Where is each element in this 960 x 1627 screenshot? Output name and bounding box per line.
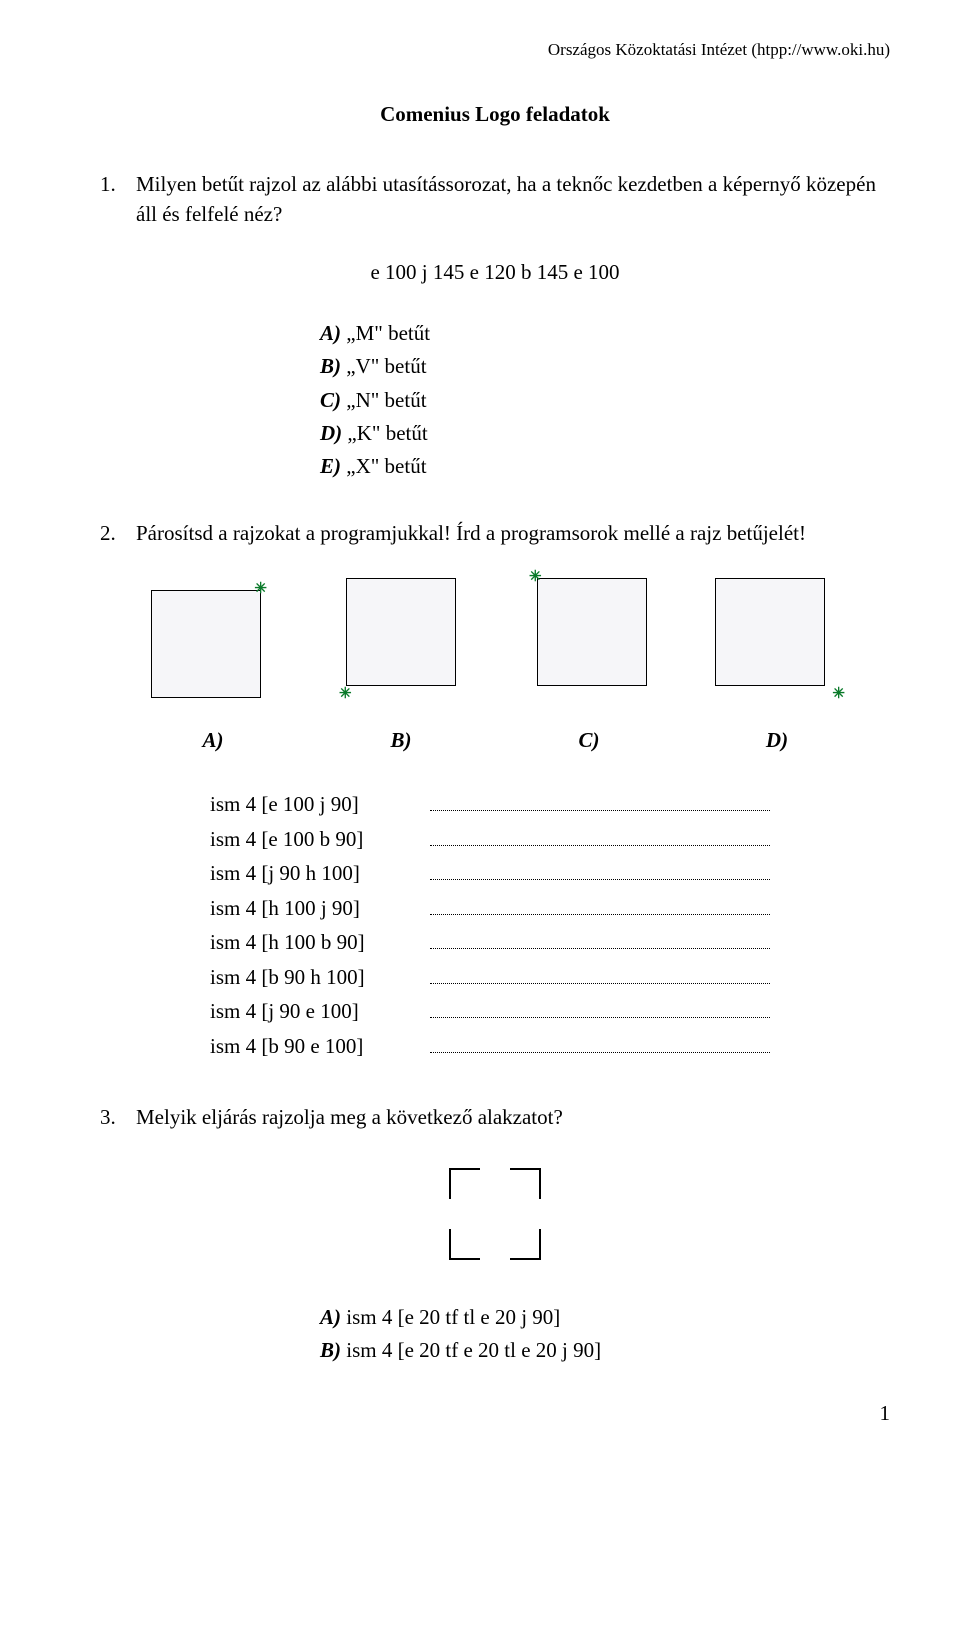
turtle-icon: ✳ bbox=[339, 687, 352, 702]
dotted-line bbox=[430, 827, 770, 846]
turtle-icon: ✳ bbox=[529, 570, 542, 585]
square-labels-row: A) B) C) D) bbox=[100, 728, 890, 753]
prog-text: ism 4 [b 90 h 100] bbox=[210, 962, 430, 994]
list-item: ism 4 [e 100 j 90] bbox=[210, 789, 890, 821]
opt-a-text: ism 4 [e 20 tf tl e 20 j 90] bbox=[346, 1305, 560, 1329]
header-source: Országos Közoktatási Intézet (htpp://www… bbox=[100, 40, 890, 60]
page: Országos Közoktatási Intézet (htpp://www… bbox=[0, 0, 960, 1466]
turtle-icon: ✳ bbox=[832, 687, 845, 702]
label-b: B) bbox=[320, 1338, 341, 1362]
label-d: D) bbox=[715, 728, 839, 753]
opt-b-text: ism 4 [e 20 tf e 20 tl e 20 j 90] bbox=[346, 1338, 601, 1362]
label-c: C) bbox=[320, 388, 341, 412]
label-a: A) bbox=[151, 728, 275, 753]
q2-number: 2. bbox=[100, 518, 136, 548]
opt-b-text: „V" betűt bbox=[346, 354, 426, 378]
q3-options: A) ism 4 [e 20 tf tl e 20 j 90] B) ism 4… bbox=[320, 1303, 890, 1366]
dotted-line bbox=[430, 896, 770, 915]
list-item: ism 4 [b 90 e 100] bbox=[210, 1031, 890, 1063]
square-d: ✳ bbox=[715, 578, 839, 708]
prog-text: ism 4 [j 90 e 100] bbox=[210, 996, 430, 1028]
prog-text: ism 4 [e 100 b 90] bbox=[210, 824, 430, 856]
list-item: ism 4 [b 90 h 100] bbox=[210, 962, 890, 994]
opt-a-text: „M" betűt bbox=[346, 321, 430, 345]
q1-number: 1. bbox=[100, 169, 136, 230]
prog-text: ism 4 [b 90 e 100] bbox=[210, 1031, 430, 1063]
question-3: 3. Melyik eljárás rajzolja meg a követke… bbox=[100, 1102, 890, 1132]
square-d-box bbox=[715, 578, 825, 686]
q1-text: Milyen betűt rajzol az alábbi utasításso… bbox=[136, 169, 890, 230]
list-item: ism 4 [h 100 j 90] bbox=[210, 893, 890, 925]
square-a-box bbox=[151, 590, 261, 698]
dotted-line bbox=[430, 861, 770, 880]
prog-text: ism 4 [h 100 b 90] bbox=[210, 927, 430, 959]
dotted-line bbox=[430, 965, 770, 984]
label-b: B) bbox=[320, 354, 341, 378]
q3-shape-svg bbox=[446, 1165, 544, 1263]
square-b: ✳ bbox=[339, 578, 463, 708]
dotted-line bbox=[430, 930, 770, 949]
opt-d-text: „K" betűt bbox=[347, 421, 427, 445]
q1-option-c: C) „N" betűt bbox=[320, 386, 890, 415]
page-title: Comenius Logo feladatok bbox=[100, 102, 890, 127]
prog-text: ism 4 [e 100 j 90] bbox=[210, 789, 430, 821]
label-e: E) bbox=[320, 454, 341, 478]
q3-option-b: B) ism 4 [e 20 tf e 20 tl e 20 j 90] bbox=[320, 1336, 890, 1365]
opt-e-text: „X" betűt bbox=[346, 454, 426, 478]
label-d: D) bbox=[320, 421, 342, 445]
squares-row: ✳ ✳ ✳ ✳ bbox=[100, 578, 890, 708]
dotted-line bbox=[430, 999, 770, 1018]
question-1: 1. Milyen betűt rajzol az alábbi utasítá… bbox=[100, 169, 890, 230]
dotted-line bbox=[430, 792, 770, 811]
q3-shape-container bbox=[100, 1165, 890, 1263]
opt-c-text: „N" betűt bbox=[346, 388, 426, 412]
q1-options: A) „M" betűt B) „V" betűt C) „N" betűt D… bbox=[320, 319, 890, 482]
prog-text: ism 4 [h 100 j 90] bbox=[210, 893, 430, 925]
q3-option-a: A) ism 4 [e 20 tf tl e 20 j 90] bbox=[320, 1303, 890, 1332]
square-b-box bbox=[346, 578, 456, 686]
label-b: B) bbox=[339, 728, 463, 753]
q2-text: Párosítsd a rajzokat a programjukkal! Ír… bbox=[136, 518, 890, 548]
q3-number: 3. bbox=[100, 1102, 136, 1132]
q1-option-d: D) „K" betűt bbox=[320, 419, 890, 448]
turtle-icon: ✳ bbox=[254, 582, 267, 597]
label-a: A) bbox=[320, 1305, 341, 1329]
q1-option-a: A) „M" betűt bbox=[320, 319, 890, 348]
q3-text: Melyik eljárás rajzolja meg a következő … bbox=[136, 1102, 890, 1132]
list-item: ism 4 [h 100 b 90] bbox=[210, 927, 890, 959]
label-c: C) bbox=[527, 728, 651, 753]
q1-option-e: E) „X" betűt bbox=[320, 452, 890, 481]
square-c: ✳ bbox=[527, 578, 651, 708]
list-item: ism 4 [e 100 b 90] bbox=[210, 824, 890, 856]
list-item: ism 4 [j 90 h 100] bbox=[210, 858, 890, 890]
q2-program-list: ism 4 [e 100 j 90] ism 4 [e 100 b 90] is… bbox=[210, 789, 890, 1062]
q1-code: e 100 j 145 e 120 b 145 e 100 bbox=[100, 260, 890, 285]
prog-text: ism 4 [j 90 h 100] bbox=[210, 858, 430, 890]
label-a: A) bbox=[320, 321, 341, 345]
square-c-box bbox=[537, 578, 647, 686]
list-item: ism 4 [j 90 e 100] bbox=[210, 996, 890, 1028]
q1-option-b: B) „V" betűt bbox=[320, 352, 890, 381]
square-a: ✳ bbox=[151, 578, 275, 708]
question-2: 2. Párosítsd a rajzokat a programjukkal!… bbox=[100, 518, 890, 548]
dotted-line bbox=[430, 1034, 770, 1053]
page-number: 1 bbox=[100, 1401, 890, 1426]
